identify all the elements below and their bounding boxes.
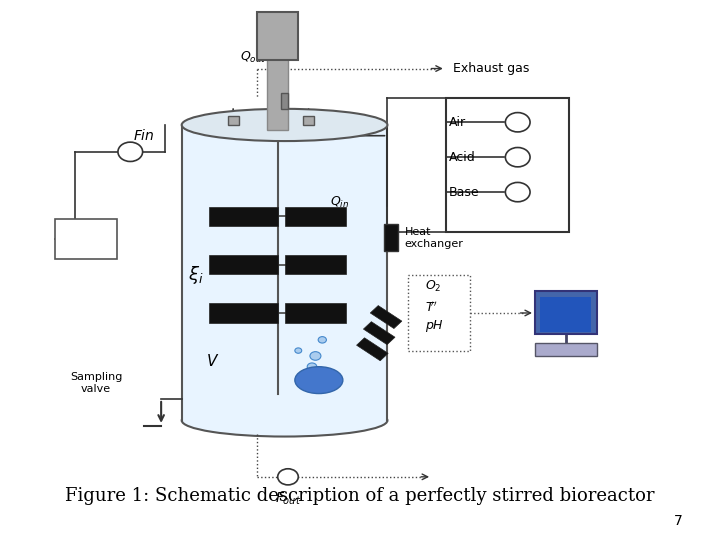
- Text: $V$: $V$: [206, 353, 219, 369]
- Bar: [364, 322, 395, 345]
- Ellipse shape: [181, 109, 387, 141]
- Bar: [384, 224, 397, 251]
- Bar: [303, 116, 314, 125]
- Bar: [209, 255, 278, 274]
- Text: $\xi_i$: $\xi_i$: [188, 265, 203, 286]
- Bar: [284, 303, 346, 322]
- Text: $Fin$: $Fin$: [133, 128, 155, 143]
- Circle shape: [278, 469, 298, 485]
- Bar: [281, 93, 288, 109]
- Text: Base: Base: [449, 186, 480, 199]
- Bar: [55, 219, 117, 259]
- Text: Sampling
valve: Sampling valve: [70, 372, 122, 394]
- Ellipse shape: [181, 404, 387, 436]
- Bar: [446, 98, 569, 232]
- Circle shape: [118, 142, 143, 161]
- Bar: [284, 255, 346, 274]
- Text: $Q_{in}$: $Q_{in}$: [330, 195, 349, 211]
- Bar: [228, 116, 238, 125]
- Circle shape: [295, 348, 302, 353]
- Bar: [209, 207, 278, 226]
- Text: 7: 7: [673, 514, 683, 528]
- Text: $T\!^{\prime\prime}$: $T\!^{\prime\prime}$: [425, 300, 438, 315]
- Bar: [540, 297, 591, 332]
- Text: Heat
exchanger: Heat exchanger: [405, 227, 464, 248]
- Circle shape: [310, 352, 321, 360]
- Bar: [535, 342, 597, 356]
- Text: $O_2$: $O_2$: [425, 279, 441, 294]
- Text: $Q_{out}$: $Q_{out}$: [240, 50, 267, 65]
- Bar: [267, 55, 288, 130]
- Bar: [181, 125, 387, 421]
- Bar: [370, 306, 402, 328]
- Text: $F_{out}$: $F_{out}$: [275, 490, 301, 507]
- Text: Exhaust gas: Exhaust gas: [453, 62, 529, 75]
- Circle shape: [318, 336, 326, 343]
- Circle shape: [505, 147, 530, 167]
- Bar: [356, 338, 388, 361]
- Bar: [284, 207, 346, 226]
- Text: $pH$: $pH$: [425, 319, 444, 334]
- Circle shape: [307, 363, 317, 370]
- Bar: [257, 12, 298, 60]
- Text: Acid: Acid: [449, 151, 476, 164]
- Circle shape: [505, 113, 530, 132]
- Text: $\xi^{in}$: $\xi^{in}$: [76, 228, 96, 250]
- Text: Air: Air: [449, 116, 467, 129]
- Bar: [535, 292, 597, 334]
- Circle shape: [505, 183, 530, 202]
- Ellipse shape: [295, 367, 343, 394]
- Bar: [408, 275, 469, 350]
- Bar: [209, 303, 278, 322]
- Text: Figure 1: Schematic description of a perfectly stirred bioreactor: Figure 1: Schematic description of a per…: [66, 487, 654, 505]
